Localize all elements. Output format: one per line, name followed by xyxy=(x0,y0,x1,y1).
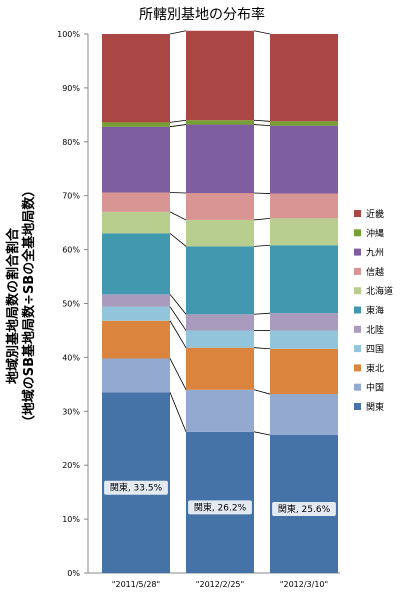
legend-swatch xyxy=(354,403,361,410)
bar-segment xyxy=(186,124,254,194)
bar-segment xyxy=(102,320,170,359)
series-line xyxy=(253,244,271,247)
series-line xyxy=(253,124,271,127)
legend-swatch xyxy=(354,364,361,372)
legend-swatch xyxy=(354,229,361,237)
series-line xyxy=(169,192,187,194)
data-label-bg xyxy=(104,480,168,495)
bar-segment xyxy=(102,294,170,307)
bar-segment xyxy=(270,394,338,436)
bar-segment xyxy=(270,330,338,349)
bar-segment xyxy=(270,313,338,331)
bar-segment xyxy=(186,246,254,315)
bar-segment xyxy=(102,122,170,127)
series-line xyxy=(169,306,187,331)
bar-segment xyxy=(102,306,170,321)
bar-segment xyxy=(186,314,254,331)
legend-label: 沖縄 xyxy=(366,227,384,239)
y-tick-label: 100% xyxy=(57,30,80,39)
data-label-bg xyxy=(188,500,252,515)
legend-swatch xyxy=(354,248,361,256)
bar-segment xyxy=(186,120,254,125)
y-tick-label: 40% xyxy=(62,353,80,362)
bar-segment xyxy=(270,218,338,246)
legend-swatch xyxy=(354,287,361,295)
series-line xyxy=(169,124,187,128)
bar-segment xyxy=(270,125,338,194)
legend-swatch xyxy=(354,210,361,217)
x-tick-label: "2012/3/10" xyxy=(280,580,328,589)
bar-segment xyxy=(270,121,338,126)
series-line xyxy=(169,233,187,247)
y-tick-label: 90% xyxy=(62,84,80,93)
legend-label: 信越 xyxy=(366,266,384,278)
y-tick-label: 30% xyxy=(62,407,80,416)
legend-label: 中国 xyxy=(366,382,384,394)
bar-segment xyxy=(102,192,170,212)
bar-segment xyxy=(102,126,170,193)
series-line xyxy=(253,119,271,122)
series-line xyxy=(169,30,187,35)
y-tick-label: 80% xyxy=(62,138,80,147)
bar-segment xyxy=(102,358,170,393)
series-line xyxy=(169,211,187,221)
data-label: 関東, 26.2% xyxy=(194,501,247,513)
data-label: 関東, 33.5% xyxy=(110,482,163,494)
legend-label: 近畿 xyxy=(366,208,384,220)
series-line xyxy=(169,358,187,390)
y-tick-label: 0% xyxy=(67,569,80,578)
series-line xyxy=(253,312,271,315)
series-line xyxy=(169,294,187,315)
legend-label: 北海道 xyxy=(366,285,393,297)
data-label-bg xyxy=(272,502,336,517)
data-label: 関東, 25.6% xyxy=(278,503,331,515)
bar-segment xyxy=(186,347,254,390)
legend-label: 九州 xyxy=(366,248,384,259)
series-line xyxy=(253,389,271,395)
x-tick-label: "2011/5/28" xyxy=(112,580,160,589)
y-tick-label: 50% xyxy=(62,300,80,309)
bar-segment xyxy=(186,219,254,247)
legend-swatch xyxy=(354,383,361,391)
legend-label: 東北 xyxy=(366,362,384,374)
legend-label: 東海 xyxy=(366,305,384,317)
legend-swatch xyxy=(354,306,361,314)
legend-swatch xyxy=(354,325,361,333)
chart-title: 所轄別基地の分布率 xyxy=(139,7,265,23)
series-line xyxy=(253,347,271,350)
bar-segment xyxy=(186,193,254,220)
bar-segment xyxy=(102,211,170,234)
series-line xyxy=(169,392,187,432)
bar-segment xyxy=(186,389,254,432)
bar-segment xyxy=(102,233,170,295)
y-tick-label: 20% xyxy=(62,461,80,470)
legend-label: 関東 xyxy=(366,401,384,413)
y-tick-label: 70% xyxy=(62,192,80,201)
bar-segment xyxy=(102,34,170,123)
legend-label: 北陸 xyxy=(366,324,384,336)
bar-segment xyxy=(270,193,338,219)
bar-segment xyxy=(186,330,254,348)
y-tick-label: 60% xyxy=(62,246,80,255)
legend-swatch xyxy=(354,267,361,275)
bar-segment xyxy=(186,30,254,121)
legend-label: 四国 xyxy=(366,344,384,355)
bar-segment xyxy=(270,34,338,122)
series-line xyxy=(253,30,271,35)
legend-swatch xyxy=(354,345,361,353)
x-tick-label: "2012/2/25" xyxy=(196,580,244,589)
bar-segment xyxy=(270,348,338,395)
y-tick-label: 10% xyxy=(62,515,80,524)
series-line xyxy=(253,192,271,194)
series-line xyxy=(169,320,187,348)
series-line xyxy=(253,431,271,436)
series-line xyxy=(169,119,187,123)
series-line xyxy=(253,217,271,221)
bar-segment xyxy=(270,245,338,314)
